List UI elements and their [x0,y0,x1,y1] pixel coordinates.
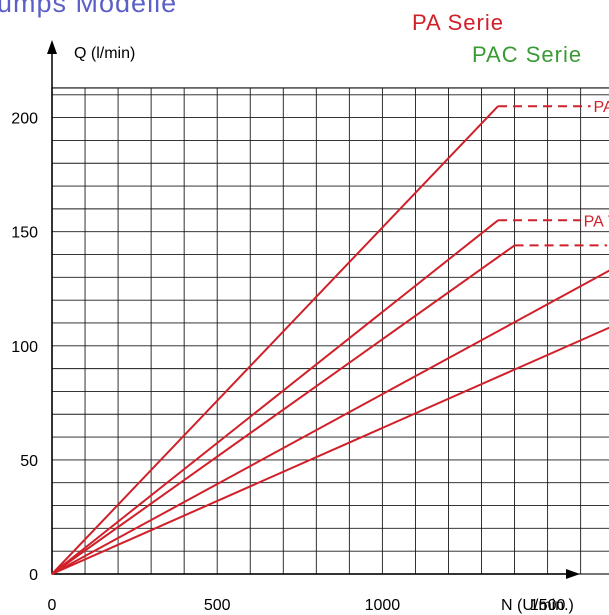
series-line [51,326,609,575]
pa-series-label: PA Serie [412,10,504,35]
x-axis-label: N (U/min.) [501,597,574,614]
series-line [51,244,516,575]
y-tick-label: 0 [29,567,38,584]
y-axis-arrow [47,40,57,54]
x-axis-arrow [566,569,580,579]
y-tick-label: 50 [20,453,38,470]
x-tick-label: 1000 [365,597,401,614]
grid-frame [51,87,609,575]
x-tick-label: 1500 [530,597,566,614]
series-line [51,219,499,575]
header-title: Pumps Modelle [0,0,177,18]
series-label: PA 75-40 / PA 2x57 [584,213,609,230]
series-line [51,269,609,575]
y-tick-label: 150 [11,225,38,242]
tick-labels: 05001000150020002500050100150200 [11,111,566,614]
y-tick-label: 200 [11,111,38,128]
y-axis-label: Q (l/min) [74,45,135,62]
x-tick-label: 500 [204,597,231,614]
x-tick-label: 0 [48,597,57,614]
y-tick-label: 100 [11,339,38,356]
chart-axes [47,40,580,579]
series-line [51,105,499,575]
series-label-bg [582,213,609,231]
pac-series-label: PAC Serie [472,42,582,67]
series-label-bg [592,99,609,117]
chart-grid [51,87,609,575]
series-lines: PA 2x75PA 75-40 / PA 2x57PA 2x50PA 2x40P… [51,99,609,575]
series-label: PA 2x75 [594,99,609,116]
